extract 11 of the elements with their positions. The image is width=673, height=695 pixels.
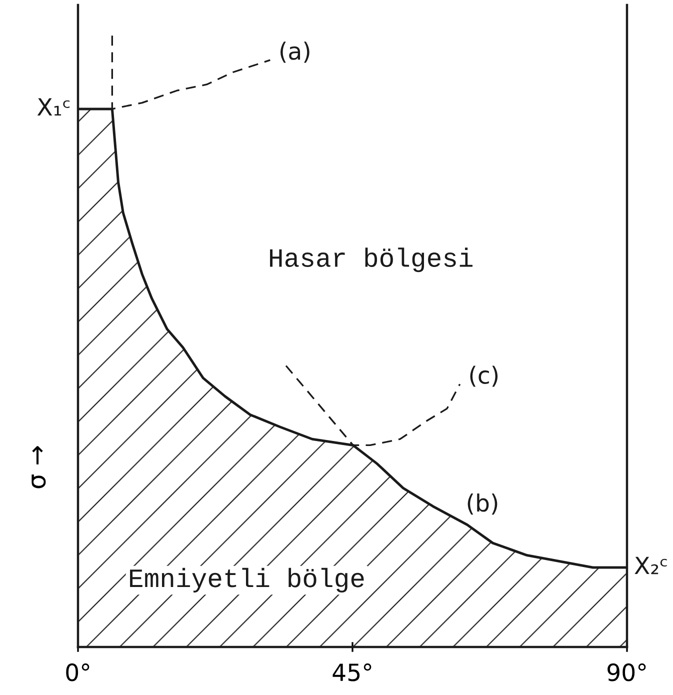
annotation: Emniyetli bölge — [130, 568, 364, 593]
annotation: Hasar bölgesi — [270, 248, 472, 272]
series-label: (b) — [468, 494, 498, 515]
annotation: X₁ᶜ — [37, 98, 70, 116]
x-tick-label: 0° — [66, 663, 90, 682]
series-label: (c) — [470, 366, 498, 387]
series-label: (a) — [280, 42, 310, 63]
x-tick-label: 45° — [332, 663, 372, 682]
x-tick-label: 90° — [608, 663, 646, 682]
y-axis-title: σ → — [32, 446, 46, 488]
annotation: X₂ᶜ — [634, 556, 667, 574]
